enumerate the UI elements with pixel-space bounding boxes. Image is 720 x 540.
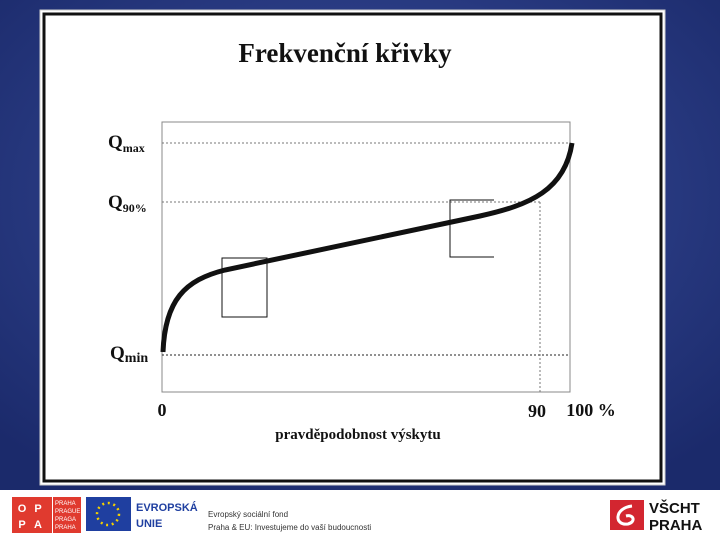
oppa-word: PRAGUE [55,509,80,515]
school-logo-mark [616,504,635,526]
eu-text: UNIE [136,518,162,530]
oppa-word: PRAGA [55,517,76,523]
y-label: Qmin [110,343,148,366]
x-label: 0 [158,400,167,420]
title: Frekvenční křivky [238,38,452,68]
oppa-word: PRAHA [55,525,76,531]
school-text: VŠCHT [649,499,700,517]
x-axis-title: pravděpodobnost výskytu [275,427,440,443]
highlight-box [221,257,268,318]
fund-text: Evropský sociální fond [208,510,288,519]
school-text: PRAHA [649,517,703,534]
oppa-letter: A [34,519,42,531]
plot-frame [161,121,571,393]
oppa-letter: P [18,519,25,531]
oppa-logo [12,497,52,533]
oppa-letter: P [34,503,41,515]
oppa-words-box [53,497,81,533]
x-label: 100 % [566,400,616,420]
oppa-letter: O [18,503,27,515]
oppa-word: PRAHA [55,501,76,507]
eu-stars [95,501,121,527]
curve [160,142,575,353]
eu-text: EVROPSKÁ [136,501,198,514]
y-label: Q90% [108,192,147,215]
x-label: 90 [528,401,546,421]
panel-border [42,12,663,483]
panel [39,9,666,486]
y-label: Qmax [108,132,145,155]
fund-text: Praha & EU: Investujeme do vaší budoucno… [208,523,371,532]
highlight-box [449,199,494,258]
